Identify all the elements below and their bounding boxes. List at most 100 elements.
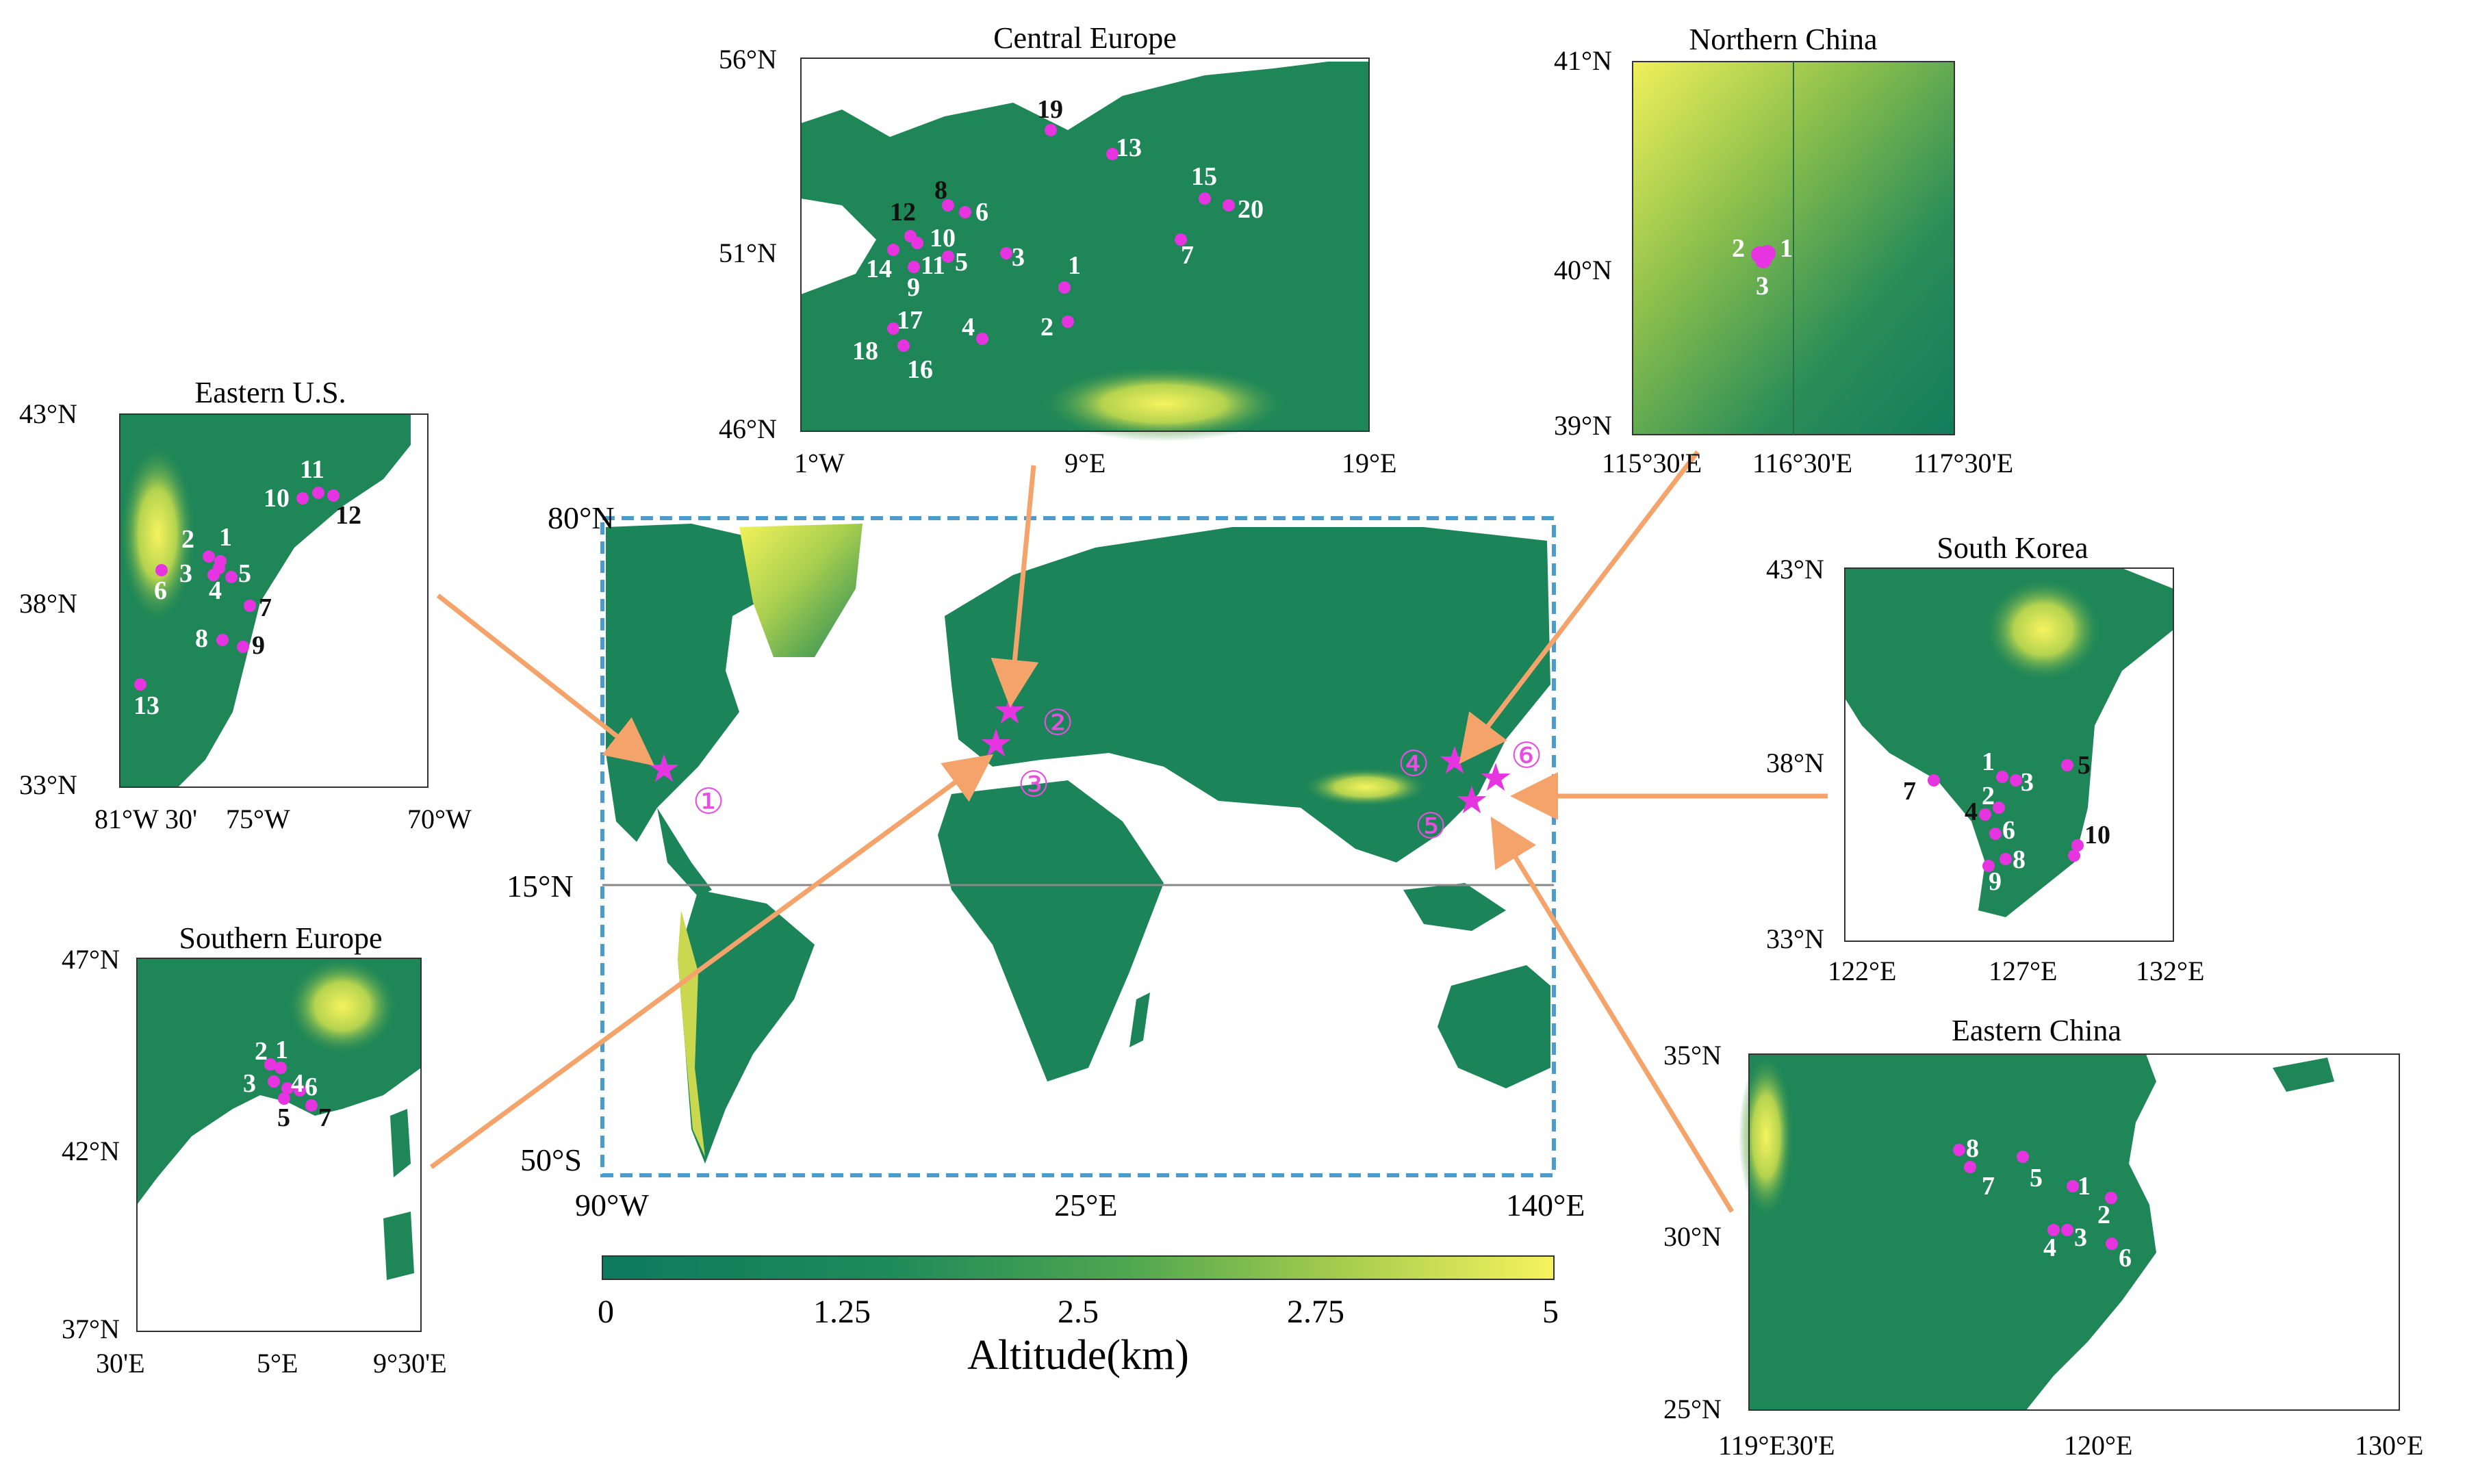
region-label-2: ② xyxy=(1042,704,1074,743)
main-lon-25e: 25°E xyxy=(1054,1188,1118,1223)
main-lon-90w: 90°W xyxy=(575,1188,649,1223)
lat-label: 47°N xyxy=(62,944,120,975)
main-lon-140e: 140°E xyxy=(1506,1188,1585,1223)
site-label: 1 xyxy=(219,523,232,552)
site-label: 9 xyxy=(907,273,920,302)
site-label: 6 xyxy=(975,198,988,227)
korea-highland xyxy=(1985,578,2102,681)
site-label: 5 xyxy=(277,1103,290,1132)
alps-highland xyxy=(1040,366,1287,442)
main-lat-50s: 50°S xyxy=(520,1142,582,1177)
inset-southern-europe: Southern Europe 2 1 3 4 6 5 7 47°N 42°N … xyxy=(62,921,447,1379)
corsica-landmass xyxy=(390,1109,411,1177)
site-label: 5 xyxy=(238,559,251,588)
island-landmass xyxy=(2273,1058,2334,1092)
sardinia-landmass xyxy=(383,1212,414,1280)
site-label: 18 xyxy=(852,337,878,366)
lat-label: 35°N xyxy=(1663,1040,1722,1071)
lon-label: 120°E xyxy=(2064,1430,2132,1461)
arrow-central-europe xyxy=(991,465,1039,708)
lat-label: 46°N xyxy=(719,413,777,444)
inset-central-europe: Central Europe 56°N 51°N 46°N 1°W 9°E 19… xyxy=(719,21,1396,478)
site-label: 6 xyxy=(2119,1244,2132,1272)
lat-label: 38°N xyxy=(1766,747,1824,778)
site-markers xyxy=(134,487,340,691)
appalachian-highland xyxy=(120,445,195,623)
site-label: 6 xyxy=(2002,816,2015,845)
lon-label: 9°30'E xyxy=(373,1348,447,1379)
site-label: 10 xyxy=(264,484,290,513)
site-label: 9 xyxy=(252,631,265,660)
lat-label: 33°N xyxy=(1766,923,1824,954)
connector-arrows xyxy=(429,450,1828,1213)
site-label: 3 xyxy=(2074,1223,2087,1252)
site-label: 1 xyxy=(1982,747,1995,776)
site-label: 4 xyxy=(2043,1233,2056,1262)
site-label: 1 xyxy=(275,1036,288,1064)
lon-label: 116°30'E xyxy=(1752,448,1852,478)
lon-label: 127°E xyxy=(1989,956,2057,986)
site-label: 20 xyxy=(1238,195,1264,224)
lon-label: 30'E xyxy=(96,1348,145,1379)
region-label-3: ③ xyxy=(1018,766,1050,805)
site-label: 8 xyxy=(195,624,208,653)
lat-label: 42°N xyxy=(62,1136,120,1166)
site-markers xyxy=(264,1058,318,1112)
site-label: 11 xyxy=(300,455,324,484)
site-label: 15 xyxy=(1191,162,1217,191)
site-label: 8 xyxy=(2013,845,2026,874)
lat-label: 43°N xyxy=(1766,554,1824,585)
site-label: 1 xyxy=(1780,234,1793,263)
lon-label: 122°E xyxy=(1828,956,1896,986)
region-label-4: ④ xyxy=(1398,745,1430,784)
site-label: 11 xyxy=(2084,848,2109,877)
inset-title: Southern Europe xyxy=(179,921,383,955)
lat-label: 38°N xyxy=(19,588,77,619)
site-label: 4 xyxy=(1965,797,1978,826)
site-markers xyxy=(1928,759,2084,872)
inset-eastern-us: Eastern U.S. 11 10 12 2 1 3 5 6 4 7 8 9 … xyxy=(19,376,472,834)
site-label: 7 xyxy=(1982,1172,1995,1201)
lat-label: 25°N xyxy=(1663,1394,1722,1424)
site-markers xyxy=(1953,1144,2118,1250)
site-label: 4 xyxy=(209,576,222,605)
site-label: 2 xyxy=(1040,313,1053,342)
site-label: 9 xyxy=(1989,867,2002,896)
site-markers xyxy=(887,124,1235,352)
star-icon: ★ xyxy=(1455,780,1489,822)
colorbar-tick-4: 5 xyxy=(1542,1294,1559,1330)
colorbar-tick-3: 2.75 xyxy=(1287,1294,1344,1330)
site-label: 5 xyxy=(2078,751,2091,780)
africa-landmass xyxy=(938,780,1164,1082)
lon-label: 70°W xyxy=(407,804,472,834)
lon-label: 19°E xyxy=(1342,448,1396,478)
star-icon: ★ xyxy=(1438,740,1472,782)
tibet-plateau xyxy=(1304,768,1427,806)
region-label-6: ⑥ xyxy=(1511,737,1543,776)
site-label: 6 xyxy=(154,576,167,605)
arrow-eastern-us xyxy=(436,593,655,766)
site-label: 3 xyxy=(2021,768,2034,797)
lon-label: 1°W xyxy=(794,448,845,478)
eastern-china-highland xyxy=(1739,1054,1793,1218)
lon-label: 5°E xyxy=(257,1348,298,1379)
inset-title: Central Europe xyxy=(993,21,1177,55)
site-label: 7 xyxy=(1181,241,1194,270)
site-label: 6 xyxy=(305,1073,318,1101)
lon-label: 115°30'E xyxy=(1602,448,1702,478)
star-icon: ★ xyxy=(1479,757,1513,799)
site-label: 8 xyxy=(1966,1134,1979,1163)
main-map-axes: 80°N 15°N 50°S 90°W 25°E 140°E xyxy=(507,500,1585,1223)
lat-label: 40°N xyxy=(1554,255,1612,285)
lat-label: 33°N xyxy=(19,769,77,800)
eastern-china-land xyxy=(1749,1054,2156,1410)
site-label: 7 xyxy=(1903,777,1916,806)
site-label: 2 xyxy=(1732,234,1745,263)
arrow-eastern-china xyxy=(1490,817,1734,1213)
lat-label: 41°N xyxy=(1554,45,1612,76)
site-label: 3 xyxy=(1756,272,1769,300)
region-label-5: ⑤ xyxy=(1415,808,1447,847)
site-label: 13 xyxy=(133,691,159,720)
site-label: 14 xyxy=(866,255,892,283)
